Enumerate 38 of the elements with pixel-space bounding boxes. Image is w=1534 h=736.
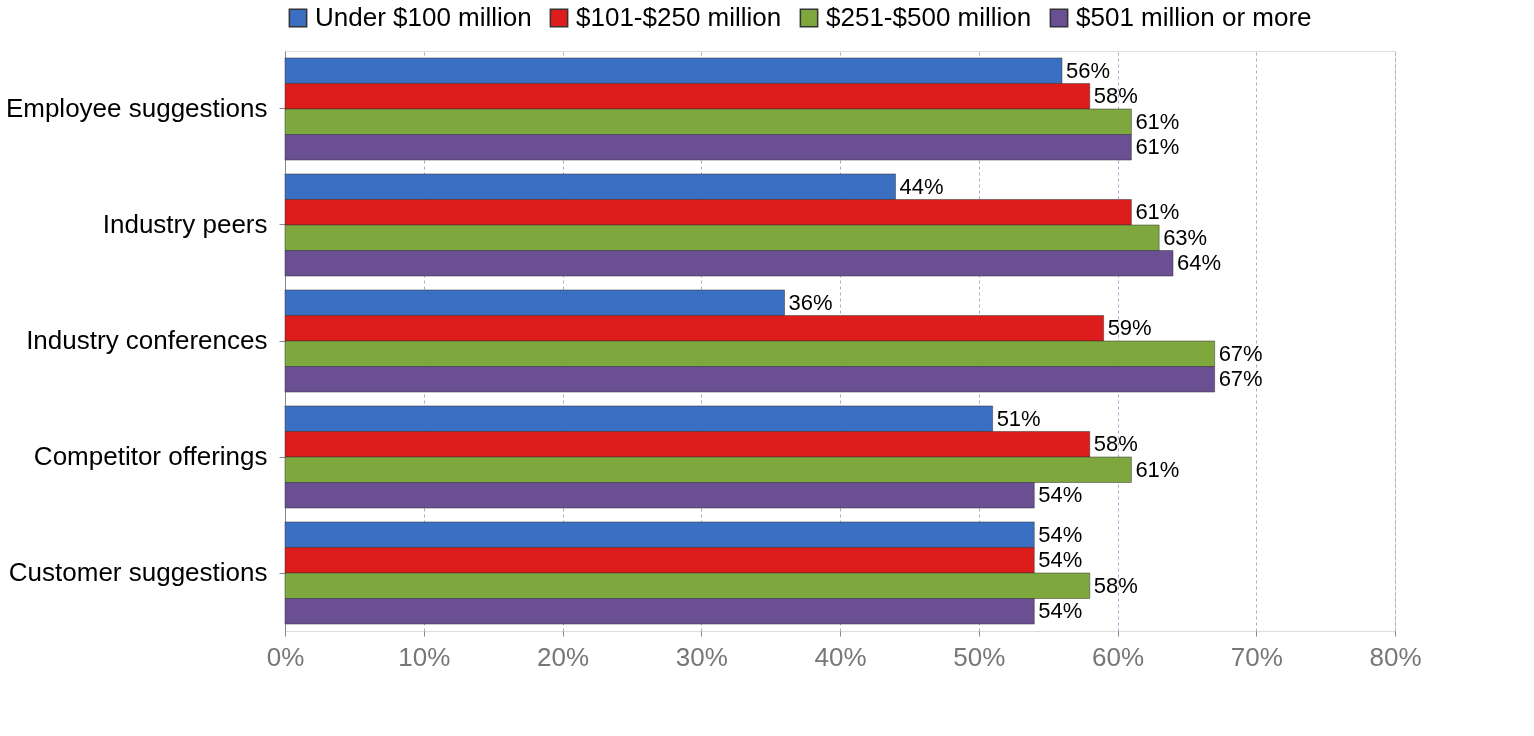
data-label: 67% xyxy=(1218,366,1263,392)
legend-label: $101-$250 million xyxy=(576,2,782,32)
x-tick-label: 70% xyxy=(1230,641,1283,672)
y-tick-label: Industry conferences xyxy=(26,325,268,355)
data-label: 61% xyxy=(1135,456,1180,482)
data-label: 64% xyxy=(1177,250,1222,276)
x-tick-label: 0% xyxy=(266,641,305,672)
legend-label: $251-$500 million xyxy=(826,2,1032,32)
x-tick-label: 10% xyxy=(398,641,451,672)
data-label: 51% xyxy=(996,405,1041,431)
legend-label: $501 million or more xyxy=(1076,2,1312,32)
data-label: 54% xyxy=(1038,598,1083,624)
data-label: 44% xyxy=(899,173,944,199)
data-label: 58% xyxy=(1093,83,1138,109)
x-tick-label: 30% xyxy=(675,641,728,672)
x-tick-label: 20% xyxy=(536,641,590,672)
data-label: 36% xyxy=(788,289,833,315)
y-tick-label: Competitor offerings xyxy=(33,441,268,471)
x-tick-label: 60% xyxy=(1091,641,1145,672)
data-label: 61% xyxy=(1135,199,1180,225)
data-label: 58% xyxy=(1093,431,1138,457)
data-label: 61% xyxy=(1135,134,1180,160)
data-label: 54% xyxy=(1038,482,1083,508)
data-label: 67% xyxy=(1218,340,1263,366)
data-label: 56% xyxy=(1066,57,1111,83)
legend-label: Under $100 million xyxy=(315,2,532,32)
data-label: 54% xyxy=(1038,521,1083,547)
data-label: 59% xyxy=(1107,315,1152,341)
y-tick-label: Employee suggestions xyxy=(5,93,268,123)
x-tick-label: 80% xyxy=(1369,641,1422,672)
x-tick-label: 50% xyxy=(953,641,1006,672)
data-label: 61% xyxy=(1135,108,1180,134)
data-label: 54% xyxy=(1038,547,1083,573)
data-label: 58% xyxy=(1093,572,1138,598)
y-tick-label: Industry peers xyxy=(102,209,268,239)
y-tick-label: Customer suggestions xyxy=(8,557,268,587)
x-tick-label: 40% xyxy=(814,641,867,672)
data-label: 63% xyxy=(1163,224,1208,250)
